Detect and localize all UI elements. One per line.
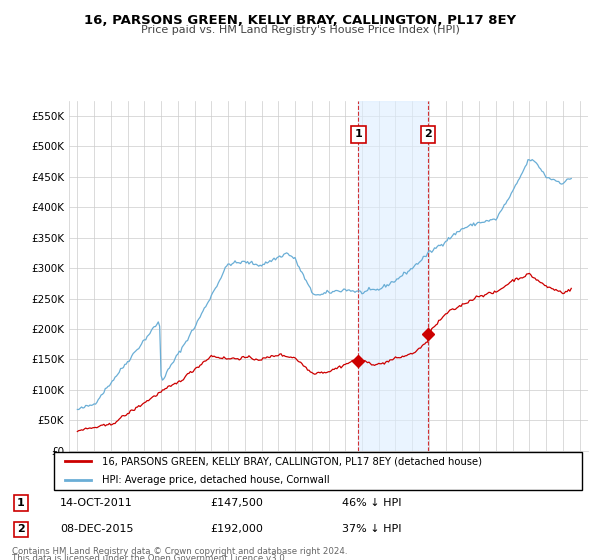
- Text: 37% ↓ HPI: 37% ↓ HPI: [342, 524, 401, 534]
- Text: This data is licensed under the Open Government Licence v3.0.: This data is licensed under the Open Gov…: [12, 554, 287, 560]
- Text: Price paid vs. HM Land Registry's House Price Index (HPI): Price paid vs. HM Land Registry's House …: [140, 25, 460, 35]
- Text: £192,000: £192,000: [210, 524, 263, 534]
- Text: 16, PARSONS GREEN, KELLY BRAY, CALLINGTON, PL17 8EY (detached house): 16, PARSONS GREEN, KELLY BRAY, CALLINGTO…: [101, 456, 482, 466]
- Text: 2: 2: [424, 129, 431, 139]
- Text: Contains HM Land Registry data © Crown copyright and database right 2024.: Contains HM Land Registry data © Crown c…: [12, 547, 347, 556]
- Text: 46% ↓ HPI: 46% ↓ HPI: [342, 498, 401, 508]
- Text: 1: 1: [355, 129, 362, 139]
- Text: 08-DEC-2015: 08-DEC-2015: [60, 524, 133, 534]
- Text: 1: 1: [17, 498, 25, 508]
- Text: HPI: Average price, detached house, Cornwall: HPI: Average price, detached house, Corn…: [101, 475, 329, 486]
- Text: 14-OCT-2011: 14-OCT-2011: [60, 498, 133, 508]
- Text: 16, PARSONS GREEN, KELLY BRAY, CALLINGTON, PL17 8EY: 16, PARSONS GREEN, KELLY BRAY, CALLINGTO…: [84, 14, 516, 27]
- Text: £147,500: £147,500: [210, 498, 263, 508]
- Text: 2: 2: [17, 524, 25, 534]
- Bar: [358, 101, 428, 451]
